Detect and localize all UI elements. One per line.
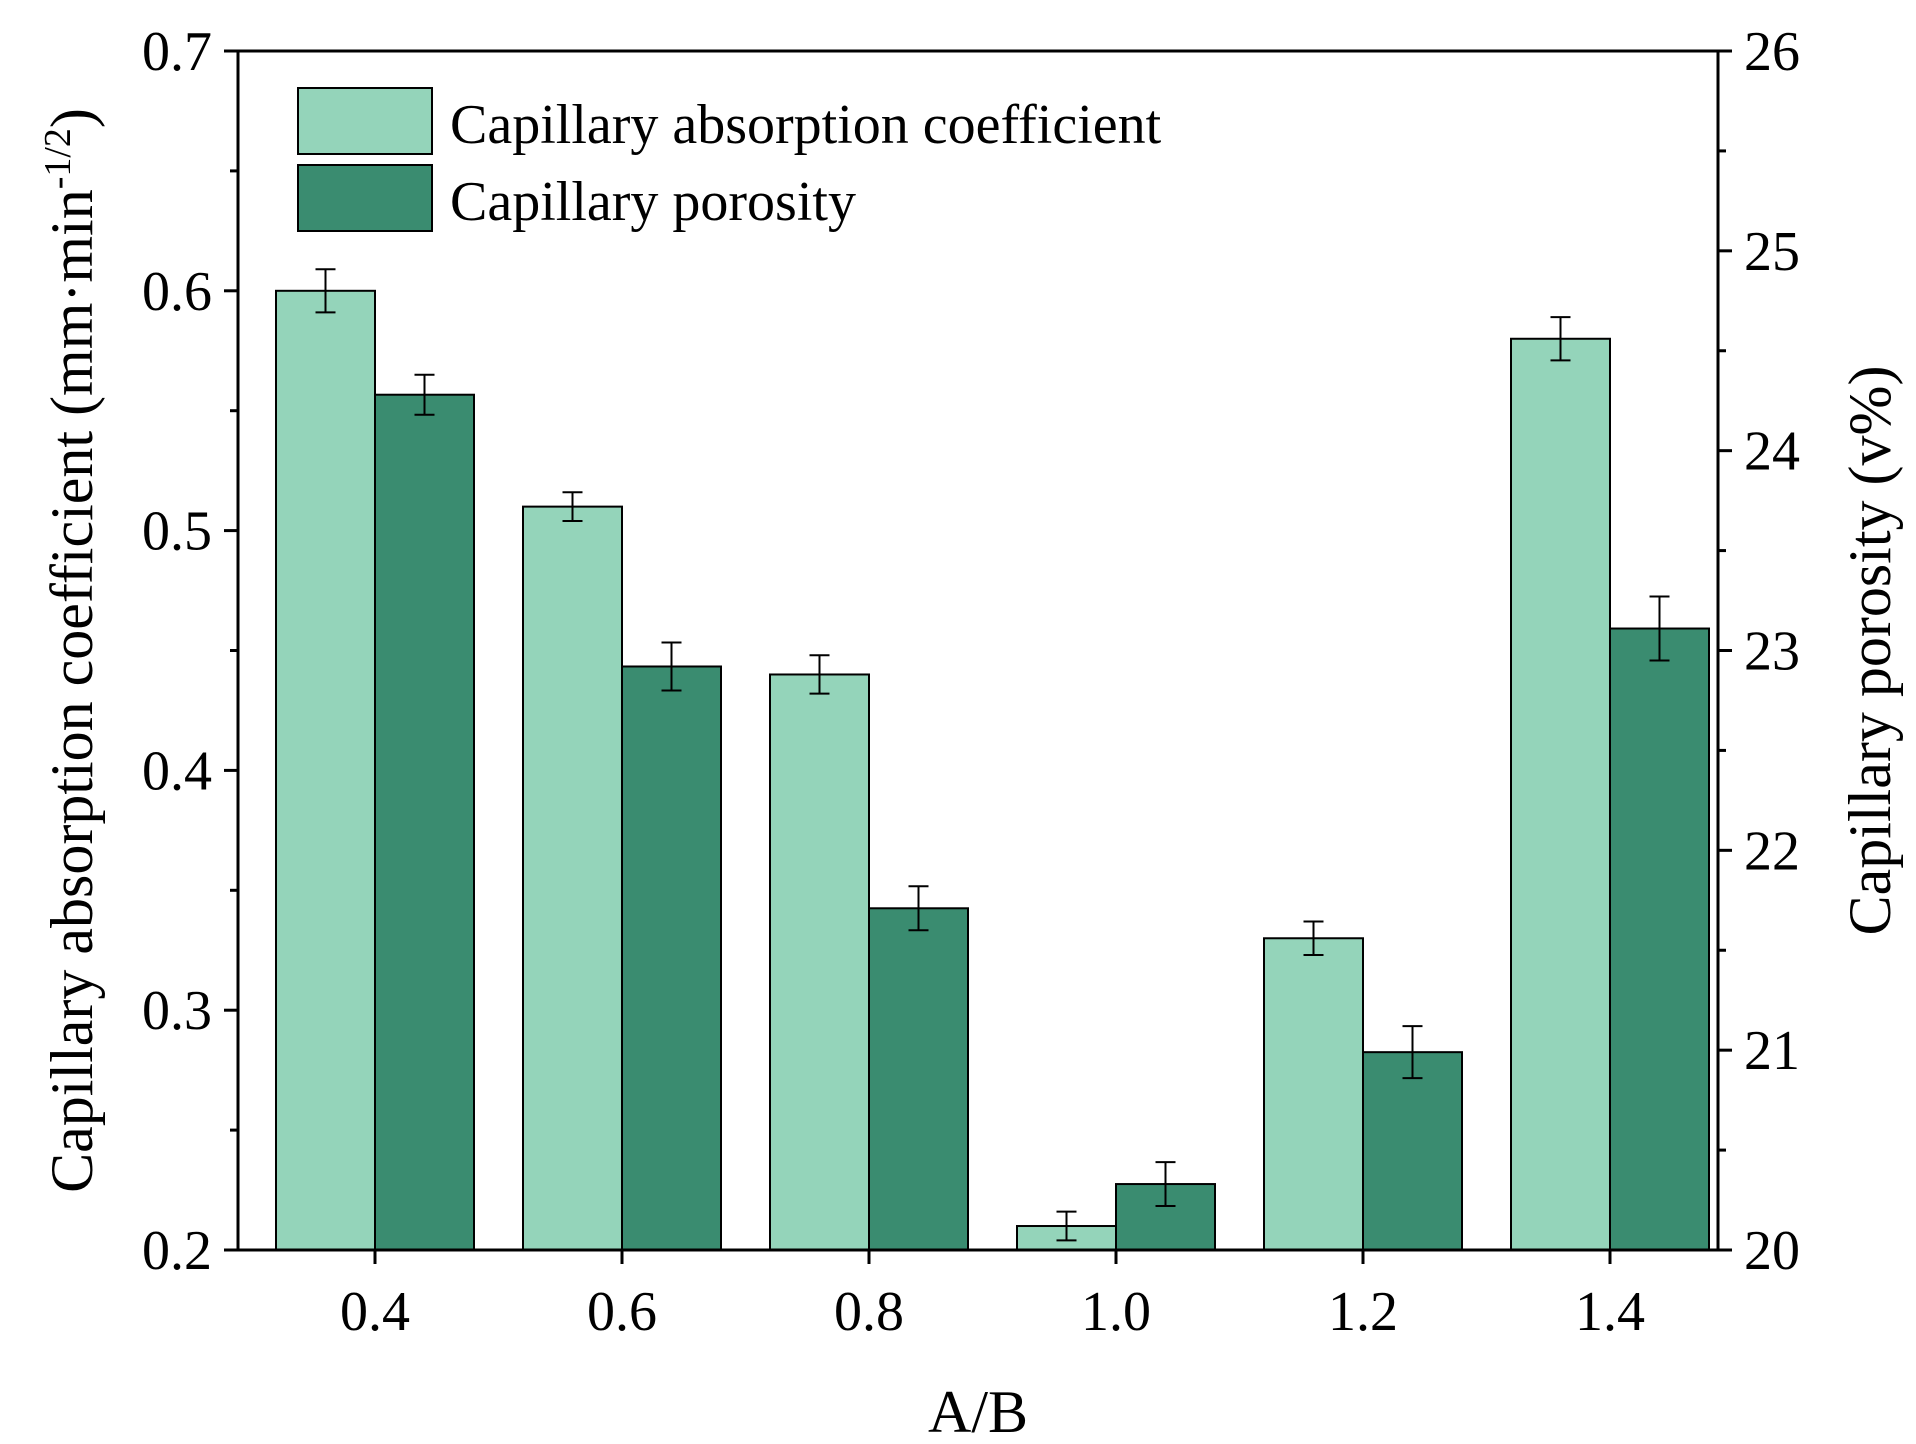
legend-swatch-porosity	[297, 164, 433, 232]
error-bar-porosity-0.6	[661, 641, 682, 692]
legend-label-porosity: Capillary porosity	[450, 171, 856, 233]
bar-porosity-0.6	[621, 665, 722, 1251]
error-bar-absorption-0.8	[809, 654, 830, 695]
error-bar-porosity-0.4	[414, 373, 435, 416]
bar-absorption-0.6	[522, 505, 623, 1251]
x-tick-label-1.0: 1.0	[1081, 1281, 1151, 1343]
x-tick-label-0.6: 0.6	[587, 1281, 657, 1343]
x-axis-title: A/B	[928, 1379, 1028, 1444]
x-tick-label-1.4: 1.4	[1575, 1281, 1645, 1343]
y-right-tick-label-23: 23	[1744, 621, 1800, 683]
bar-absorption-1.2	[1263, 937, 1364, 1251]
error-bars-layer	[315, 268, 1670, 1242]
legend: Capillary absorption coefficient Capilla…	[297, 87, 1162, 233]
ticks-layer	[224, 49, 1732, 1264]
error-bar-porosity-0.8	[908, 885, 929, 932]
y-left-title-main: Capillary absorption coefficient (mm·min	[39, 189, 105, 1193]
y-left-tick-label-0.3: 0.3	[142, 980, 212, 1042]
x-tick-label-0.4: 0.4	[340, 1281, 410, 1343]
error-bar-absorption-0.6	[562, 491, 583, 523]
error-bar-absorption-1.2	[1303, 920, 1324, 957]
y-right-tick-label-26: 26	[1744, 21, 1800, 83]
tick-labels-layer: 0.4 0.6 0.8 1.0 1.2 1.4 0.2 0.3 0.4 0.5 0.6 0.7 20 21…	[142, 21, 1800, 1343]
x-tick-label-0.8: 0.8	[834, 1281, 904, 1343]
bars-layer	[275, 289, 1710, 1252]
error-bar-absorption-1.4	[1550, 316, 1571, 362]
y-right-tick-label-20: 20	[1744, 1220, 1800, 1282]
y-right-axis-title: Capillary porosity (v%)	[1837, 366, 1903, 936]
bar-porosity-0.4	[374, 393, 475, 1252]
y-left-title-superscript: -1/2	[37, 128, 79, 189]
y-left-tick-label-0.2: 0.2	[142, 1220, 212, 1282]
y-left-axis-title: Capillary absorption coefficient (mm·min…	[37, 108, 105, 1193]
y-right-tick-label-21: 21	[1744, 1020, 1800, 1082]
error-bar-absorption-0.4	[315, 268, 336, 314]
y-left-title-close: )	[39, 108, 105, 128]
bar-absorption-1.4	[1510, 337, 1611, 1251]
error-bar-porosity-1.2	[1402, 1025, 1423, 1080]
legend-swatch-absorption	[297, 87, 433, 155]
y-left-tick-label-0.5: 0.5	[142, 501, 212, 563]
error-bar-absorption-1.0	[1056, 1210, 1077, 1242]
error-bar-porosity-1.0	[1155, 1161, 1176, 1208]
y-left-tick-label-0.7: 0.7	[142, 21, 212, 83]
bar-absorption-0.4	[275, 289, 376, 1251]
error-bar-porosity-1.4	[1649, 595, 1670, 662]
y-right-tick-label-25: 25	[1744, 221, 1800, 283]
bar-porosity-1.4	[1609, 627, 1710, 1251]
legend-label-absorption: Capillary absorption coefficient	[450, 94, 1162, 156]
y-left-tick-label-0.4: 0.4	[142, 740, 212, 802]
bar-porosity-0.8	[868, 907, 969, 1251]
bar-absorption-0.8	[769, 673, 870, 1251]
y-left-tick-label-0.6: 0.6	[142, 261, 212, 323]
bar-porosity-1.2	[1362, 1051, 1463, 1252]
y-right-tick-label-22: 22	[1744, 820, 1800, 882]
x-tick-label-1.2: 1.2	[1328, 1281, 1398, 1343]
y-right-tick-label-24: 24	[1744, 421, 1800, 483]
